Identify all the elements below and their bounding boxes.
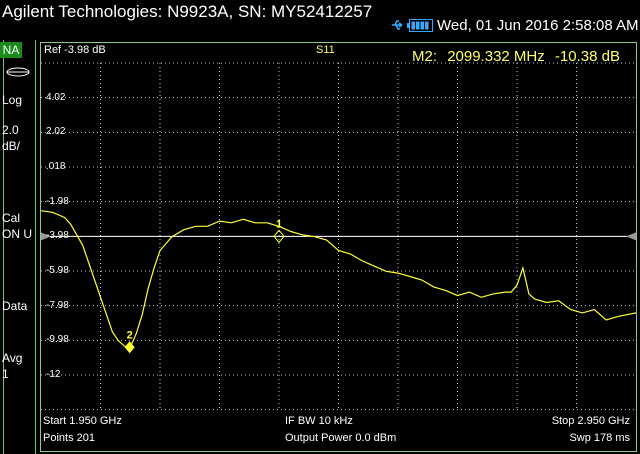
y-tick-label: .018 — [46, 161, 66, 173]
y-tick-label: -3.98 — [46, 230, 69, 242]
y-tick-label: 2.02 — [46, 126, 66, 138]
scale-type: Log — [2, 93, 23, 107]
marker-readout: M2: 2099.332 MHz -10.38 dB — [412, 48, 626, 65]
points-count: Points 201 — [43, 432, 95, 444]
datetime: Wed, 01 Jun 2016 2:58:08 AM — [437, 17, 639, 34]
mode-badge[interactable]: NA — [0, 42, 22, 58]
marker-2-symbol[interactable] — [124, 341, 135, 354]
marker-name: M2: — [412, 48, 438, 65]
stop-frequency: Stop 2.950 GHz — [551, 415, 630, 427]
y-tick-label: -1.98 — [46, 195, 69, 207]
avg-label: Avg — [2, 351, 23, 365]
marker-1-label: 1 — [276, 218, 282, 230]
trace-label: Data — [2, 299, 28, 313]
ref-level: Ref -3.98 dB — [44, 44, 106, 56]
y-tick-label: 4.02 — [46, 91, 66, 103]
sweep-time: Swp 178 ms — [569, 432, 630, 444]
ref-level-left-marker — [41, 232, 51, 241]
cal-status: ON U — [2, 227, 32, 241]
reference-line-group — [41, 232, 636, 241]
title-bar: Agilent Technologies: N9923A, SN: MY5241… — [0, 0, 640, 38]
y-tick-label: -7.98 — [46, 299, 69, 311]
scale-value: 2.0 — [2, 123, 19, 137]
if-bandwidth: IF BW 10 kHz — [285, 415, 353, 427]
start-frequency: Start 1.950 GHz — [43, 415, 122, 427]
side-panel-border — [3, 40, 36, 454]
y-tick-label: -9.98 — [46, 334, 69, 346]
output-power: Output Power 0.0 dBm — [285, 432, 397, 444]
marker-value: -10.38 dB — [554, 48, 620, 65]
plot-frame — [40, 42, 637, 452]
instrument-title: Agilent Technologies: N9923A, SN: MY5241… — [2, 2, 373, 21]
measurement-parameter: S11 — [316, 44, 335, 56]
y-tick-label: -12 — [46, 369, 61, 381]
y-tick-label: -5.98 — [46, 264, 69, 276]
avg-value: 1 — [2, 367, 9, 381]
marker-2-label: 2 — [127, 329, 133, 341]
marker-1-symbol[interactable] — [273, 229, 285, 244]
markers[interactable]: 12 — [124, 218, 285, 354]
left-status-panel: NA Log 2.0 dB/ Cal ON U Data Avg 1 — [0, 40, 38, 454]
marker-frequency: 2099.332 MHz — [447, 48, 545, 65]
format-ellipse-icon — [6, 67, 30, 77]
cal-label: Cal — [2, 211, 21, 225]
usb-icon — [392, 20, 403, 30]
scale-unit: dB/ — [2, 139, 21, 153]
ref-level-right-marker — [626, 232, 636, 241]
battery-icon — [407, 19, 433, 32]
